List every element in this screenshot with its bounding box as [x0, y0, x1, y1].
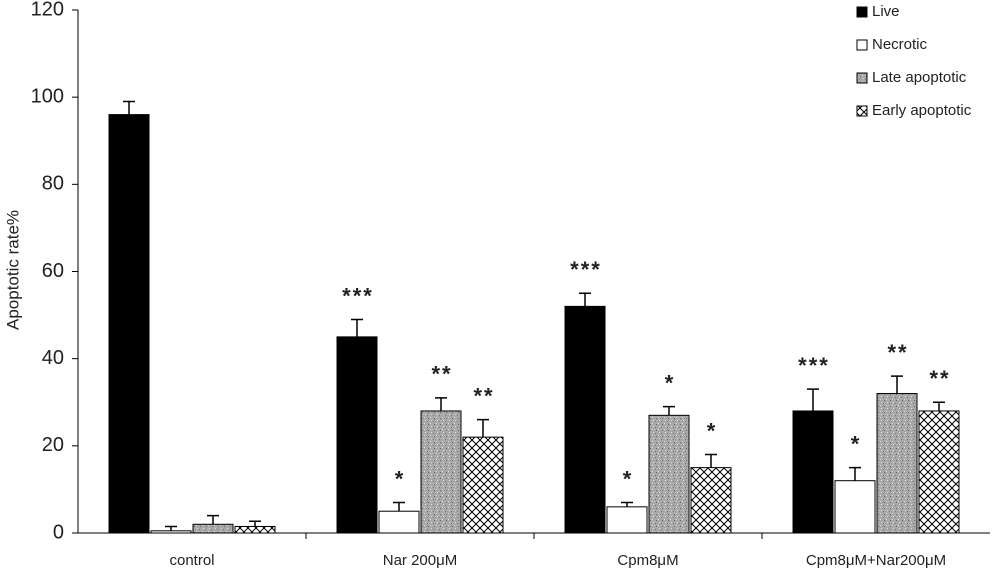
- significance-label: ***: [570, 257, 602, 282]
- bar: [378, 510, 420, 534]
- bar: [150, 530, 192, 534]
- y-tick-label: 100: [31, 85, 64, 107]
- y-tick-label: 120: [31, 0, 64, 20]
- significance-label: ***: [798, 353, 830, 378]
- y-tick-label: 80: [42, 173, 64, 195]
- bar: [918, 410, 960, 534]
- x-tick-label: Nar 200μM: [383, 552, 458, 569]
- significance-label: *: [395, 466, 406, 491]
- bar: [792, 410, 834, 534]
- error-bar: [705, 453, 717, 468]
- error-bar: [891, 375, 903, 394]
- significance-label: **: [431, 362, 452, 387]
- error-bar: [165, 525, 177, 531]
- error-bar: [477, 418, 489, 438]
- legend-swatch: [856, 39, 868, 51]
- bar: [108, 114, 150, 534]
- error-bar: [621, 501, 633, 507]
- x-tick-label: Cpm8μM: [617, 552, 678, 569]
- error-bar: [249, 520, 261, 527]
- error-bar: [207, 514, 219, 525]
- bar: [834, 480, 876, 534]
- significance-label: *: [665, 370, 676, 395]
- legend-label: Late apoptotic: [872, 69, 967, 86]
- bar: [564, 305, 606, 534]
- legend-label: Live: [872, 3, 900, 20]
- bar: [234, 525, 276, 534]
- error-bar: [351, 318, 363, 337]
- error-bar: [933, 401, 945, 411]
- bar: [648, 414, 690, 534]
- error-bar: [849, 466, 861, 481]
- significance-label: *: [851, 431, 862, 456]
- bar: [690, 467, 732, 534]
- legend-swatch: [856, 72, 868, 84]
- bar: [192, 523, 234, 534]
- error-bar: [123, 100, 135, 115]
- significance-label: ***: [342, 283, 374, 308]
- legend-label: Necrotic: [872, 36, 928, 53]
- error-bar: [435, 397, 447, 411]
- significance-label: **: [473, 383, 494, 408]
- error-bar: [393, 501, 405, 512]
- significance-label: *: [623, 466, 634, 491]
- x-tick-label: control: [169, 552, 214, 569]
- y-tick-label: 20: [42, 434, 64, 456]
- significance-label: *: [707, 418, 718, 443]
- significance-label: **: [887, 340, 908, 365]
- bar: [420, 410, 462, 534]
- bar: [462, 436, 504, 534]
- legend-label: Early apoptotic: [872, 102, 972, 119]
- y-tick-label: 40: [42, 347, 64, 369]
- legend-swatch: [856, 105, 868, 117]
- bar: [876, 393, 918, 534]
- error-bar: [579, 292, 591, 307]
- legend-swatch: [856, 6, 868, 18]
- y-axis-label: Apoptotic rate%: [3, 210, 22, 330]
- x-tick-label: Cpm8μM+Nar200μM: [806, 552, 946, 569]
- error-bar: [663, 405, 675, 416]
- bar: [606, 506, 648, 534]
- error-bar: [807, 388, 819, 411]
- y-tick-label: 0: [53, 521, 64, 543]
- significance-label: **: [929, 366, 950, 391]
- y-tick-label: 60: [42, 260, 64, 282]
- bar: [336, 336, 378, 534]
